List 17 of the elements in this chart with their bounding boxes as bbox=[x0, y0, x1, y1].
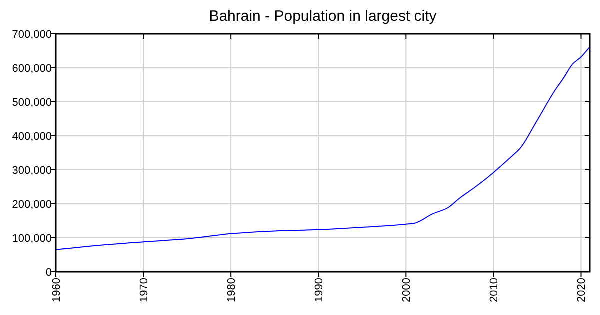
x-tick-label: 2010 bbox=[488, 278, 501, 302]
y-tick-label: 500,000 bbox=[12, 97, 52, 109]
y-tick-label: 100,000 bbox=[12, 233, 52, 245]
x-tick-label: 1980 bbox=[226, 278, 238, 302]
x-tick-label: 1970 bbox=[138, 278, 151, 302]
y-tick-label: 200,000 bbox=[12, 199, 52, 211]
y-tick-label: 400,000 bbox=[12, 131, 52, 143]
y-tick-label: 300,000 bbox=[12, 165, 52, 177]
x-tick-label: 2000 bbox=[401, 278, 414, 302]
x-tick-label: 1960 bbox=[51, 278, 63, 302]
y-tick-label: 0 bbox=[46, 267, 52, 279]
y-tick-label: 600,000 bbox=[12, 63, 52, 75]
line-series bbox=[56, 46, 590, 250]
y-tick-label: 700,000 bbox=[12, 29, 52, 41]
x-tick-label: 2020 bbox=[576, 278, 588, 302]
x-tick-label: 1990 bbox=[314, 278, 326, 302]
chart-title: Bahrain - Population in largest city bbox=[209, 8, 438, 25]
